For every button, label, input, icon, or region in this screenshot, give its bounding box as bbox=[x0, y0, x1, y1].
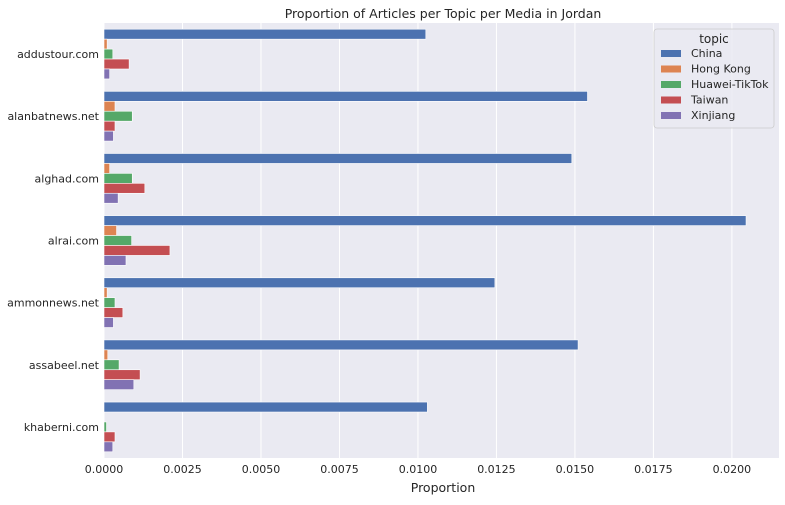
bar-xinjiang bbox=[103, 130, 114, 142]
x-tick-label: 0.0000 bbox=[85, 463, 124, 476]
legend-label: Taiwan bbox=[690, 94, 728, 107]
x-tick-label: 0.0050 bbox=[242, 463, 281, 476]
bar-taiwan bbox=[103, 120, 116, 132]
x-tick-label: 0.0200 bbox=[713, 463, 752, 476]
x-tick-label: 0.0025 bbox=[163, 463, 202, 476]
bar-taiwan bbox=[103, 245, 171, 256]
bar-china bbox=[103, 153, 573, 164]
bar-hong-kong bbox=[103, 225, 117, 236]
legend-swatch bbox=[661, 96, 681, 104]
bar-huawei-tiktok bbox=[103, 235, 132, 246]
bar-taiwan bbox=[103, 307, 124, 318]
legend-label: Xinjiang bbox=[691, 109, 735, 122]
y-tick-label: addustour.com bbox=[17, 48, 99, 61]
bar-china bbox=[103, 215, 747, 226]
bar-taiwan bbox=[103, 58, 130, 70]
bar-china bbox=[103, 339, 579, 351]
bar-huawei-tiktok bbox=[103, 359, 120, 371]
legend-swatch bbox=[661, 65, 681, 73]
legend-items: China Hong Kong Huawei-TikTok Taiwan Xinjian… bbox=[661, 47, 769, 122]
x-tick-labels: 0.0000 0.0025 0.0050 0.0075 0.0100 0.0125 0.01… bbox=[85, 463, 751, 476]
x-tick-label: 0.0150 bbox=[556, 463, 595, 476]
bar-taiwan bbox=[103, 183, 146, 194]
legend-title: topic bbox=[699, 32, 729, 46]
bar-xinjiang bbox=[103, 317, 114, 328]
bar-china bbox=[103, 277, 496, 289]
legend: topic China Hong Kong Huawei-TikTok Taiwan X… bbox=[653, 28, 775, 129]
bar-hong-kong bbox=[103, 287, 108, 298]
bar-huawei-tiktok bbox=[103, 421, 107, 433]
legend-swatch bbox=[661, 112, 681, 119]
bar-huawei-tiktok bbox=[103, 173, 133, 184]
y-tick-label: ammonnews.net bbox=[7, 297, 100, 310]
bar-hong-kong bbox=[103, 38, 108, 50]
x-tick-label: 0.0125 bbox=[477, 463, 516, 476]
x-tick-label: 0.0100 bbox=[399, 463, 438, 476]
legend-label: China bbox=[691, 47, 722, 60]
bar-xinjiang bbox=[103, 68, 110, 80]
y-tick-label: assabeel.net bbox=[29, 359, 100, 372]
y-tick-label: alghad.com bbox=[35, 172, 99, 185]
legend-label: Huawei-TikTok bbox=[691, 78, 769, 91]
chart-title: Proportion of Articles per Topic per Med… bbox=[285, 6, 602, 21]
y-tick-labels: addustour.com alanbatnews.net alghad.com al… bbox=[7, 48, 100, 434]
bar-huawei-tiktok bbox=[103, 48, 114, 60]
bar-xinjiang bbox=[103, 379, 135, 390]
x-tick-label: 0.0175 bbox=[634, 463, 673, 476]
bar-hong-kong bbox=[103, 163, 110, 174]
legend-swatch bbox=[661, 81, 681, 88]
bar-china bbox=[103, 28, 427, 40]
bar-xinjiang bbox=[103, 192, 119, 204]
bars bbox=[103, 28, 747, 453]
legend-frame bbox=[653, 28, 775, 129]
x-axis-label: Proportion bbox=[411, 480, 476, 495]
legend-swatch bbox=[661, 50, 681, 57]
bar-china bbox=[103, 91, 588, 102]
bar-huawei-tiktok bbox=[103, 110, 133, 122]
legend-label: Hong Kong bbox=[691, 63, 751, 76]
x-tick-label: 0.0075 bbox=[320, 463, 359, 476]
bar-hong-kong bbox=[103, 101, 116, 112]
bar-taiwan bbox=[103, 369, 141, 380]
bar-china bbox=[103, 401, 428, 413]
bar-xinjiang bbox=[103, 441, 114, 453]
bar-hong-kong bbox=[103, 349, 109, 361]
y-tick-label: alanbatnews.net bbox=[7, 110, 99, 123]
bar-xinjiang bbox=[103, 255, 127, 266]
bar-huawei-tiktok bbox=[103, 297, 116, 308]
bar-taiwan bbox=[103, 431, 116, 443]
y-tick-label: khaberni.com bbox=[24, 421, 99, 434]
y-tick-label: alrai.com bbox=[48, 235, 99, 248]
